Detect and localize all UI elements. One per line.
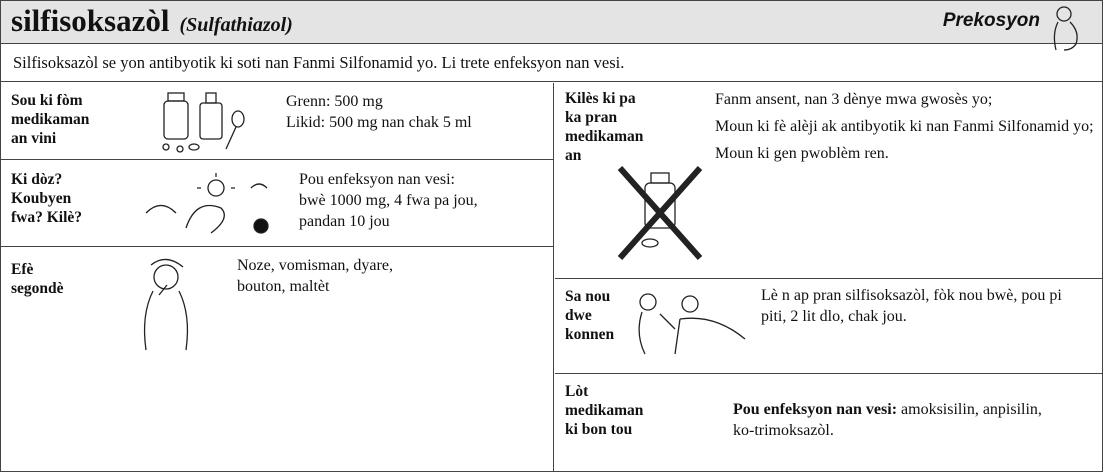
- text: Lè n ap pran silfisoksazòl, fòk nou bwè,…: [761, 287, 1062, 325]
- label: dwe: [565, 307, 592, 324]
- section: Kilès ki pa ka pran medikaman an Fanm ansen…: [555, 83, 1102, 279]
- label: segondè: [11, 280, 64, 297]
- text: Pou enfeksyon nan vesi:: [299, 171, 455, 188]
- schedule-icon: [145, 173, 269, 234]
- section: Lòt medikaman ki bon tou Pou enfeksyon nan…: [555, 374, 1102, 471]
- label: an vini: [11, 130, 57, 147]
- label: medikaman: [11, 111, 90, 128]
- label: Koubyen: [11, 190, 72, 207]
- label: Efè: [11, 261, 34, 278]
- label: Sa nou: [565, 288, 611, 305]
- text: Grenn: 500 mg: [286, 93, 383, 110]
- item: Moun ki gen pwoblèm ren.: [715, 145, 889, 162]
- section: Sou ki fòm medikaman an vini Grenn: 500 mg…: [1, 83, 554, 160]
- section: Efè segondè Noze, vomisman, dyare, bouton,…: [1, 247, 554, 471]
- label: ka pran: [565, 109, 618, 126]
- text: bouton, maltèt: [237, 278, 330, 295]
- title: silfisoksazòl (Sulfathiazol): [11, 3, 293, 39]
- label: an: [565, 147, 582, 164]
- item: Fanm ansent, nan 3 dènye mwa gwosès yo;: [715, 91, 993, 108]
- intro: Silfisoksazòl se yon antibyotik ki soti …: [1, 44, 1102, 82]
- pregnant-icon: [1053, 6, 1078, 51]
- label: Sou ki fòm: [11, 92, 83, 109]
- label: Ki dòz?: [11, 171, 63, 188]
- badge: Prekosyon: [942, 10, 1040, 31]
- bottles-icon: [162, 92, 245, 153]
- bold-text: Pou enfeksyon nan vesi:: [733, 401, 898, 418]
- side-effects-icon: [143, 258, 189, 351]
- drug-name: silfisoksazòl: [11, 3, 170, 38]
- label: Lòt: [565, 383, 589, 400]
- label: medikaman: [565, 128, 644, 145]
- label: medikaman: [565, 402, 644, 419]
- text: pandan 10 jou: [299, 213, 390, 230]
- text: bwè 1000 mg, 4 fwa pa jou,: [299, 192, 478, 209]
- label: fwa? Kilè?: [11, 209, 83, 226]
- label: ki bon tou: [565, 421, 633, 438]
- text: amoksisilin, anpisilin, ko-trimoksazòl.: [733, 401, 1042, 439]
- no-medicine-icon: [617, 166, 703, 260]
- subtitle: (Sulfathiazol): [179, 14, 293, 36]
- text: Likid: 500 mg nan chak 5 ml: [286, 114, 472, 131]
- item: Moun ki fè alèji ak antibyotik ki nan Fa…: [715, 118, 1094, 135]
- section: Ki dòz? Koubyen fwa? Kilè? Pou enfeksyon n…: [1, 160, 554, 247]
- section: Sa nou dwe konnen Lè n ap pran silfisoksaz…: [555, 279, 1102, 374]
- header: silfisoksazòl (Sulfathiazol) Prekosyon: [1, 1, 1102, 51]
- text: Noze, vomisman, dyare,: [237, 257, 393, 274]
- label: Kilès ki pa: [565, 90, 636, 107]
- care-icon: [638, 293, 746, 355]
- label: konnen: [565, 326, 615, 343]
